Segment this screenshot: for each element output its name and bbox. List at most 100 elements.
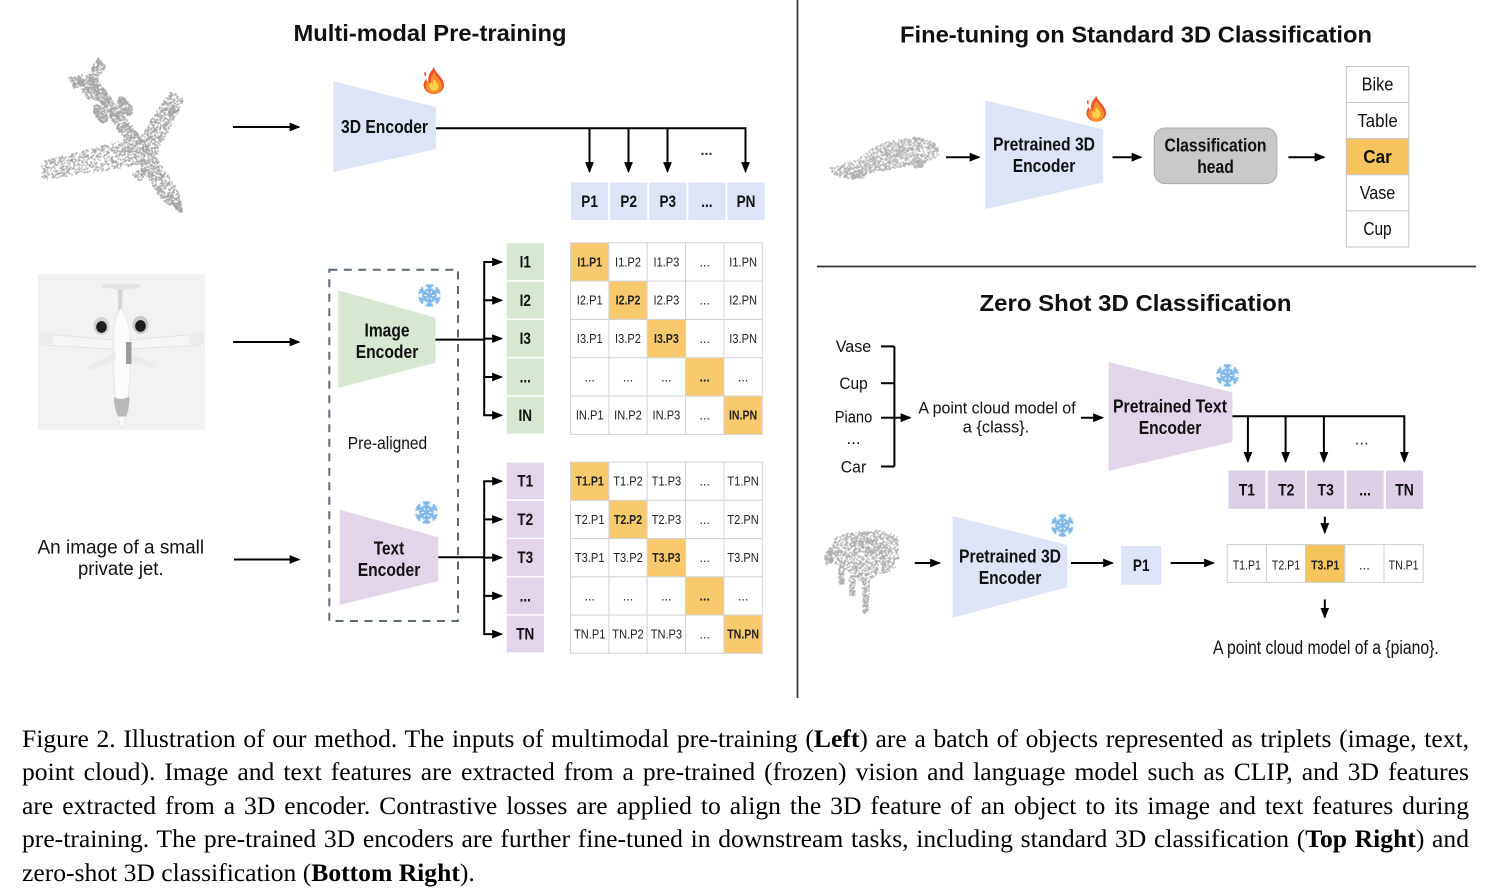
svg-text:3D Encoder: 3D Encoder — [341, 116, 428, 137]
svg-text:Multi-modal Pre-training: Multi-modal Pre-training — [294, 20, 567, 46]
svg-text:T3: T3 — [517, 549, 533, 567]
svg-text:T2.P3: T2.P3 — [652, 513, 682, 527]
svg-text:IN.P2: IN.P2 — [614, 409, 642, 423]
svg-text:Encoder: Encoder — [1139, 418, 1202, 438]
svg-text:...: ... — [701, 142, 713, 159]
svg-text:...: ... — [623, 589, 634, 603]
svg-text:...: ... — [520, 588, 531, 606]
svg-text:Vase: Vase — [836, 337, 872, 356]
svg-text:I2.P3: I2.P3 — [653, 294, 679, 308]
svg-text:Car: Car — [841, 457, 867, 476]
svg-text:T1.P3: T1.P3 — [652, 475, 682, 489]
svg-text:Bike: Bike — [1362, 75, 1394, 95]
svg-text:T2.PN: T2.PN — [727, 513, 758, 527]
svg-text:head: head — [1197, 157, 1234, 177]
svg-text:...: ... — [700, 589, 711, 603]
svg-text:...: ... — [700, 294, 711, 308]
svg-text:I1: I1 — [520, 254, 531, 272]
svg-text:I2: I2 — [520, 292, 531, 310]
svg-text:Vase: Vase — [1360, 183, 1396, 203]
svg-text:T3.P3: T3.P3 — [652, 551, 680, 565]
svg-text:...: ... — [700, 551, 711, 565]
svg-text:Fine-tuning on Standard 3D Cla: Fine-tuning on Standard 3D Classificatio… — [900, 22, 1372, 48]
svg-text:TN.P3: TN.P3 — [651, 628, 682, 642]
svg-text:Image: Image — [365, 320, 410, 340]
svg-text:...: ... — [701, 193, 712, 211]
svg-text:IN.PN: IN.PN — [729, 409, 757, 423]
svg-text:...: ... — [1355, 430, 1369, 449]
svg-text:...: ... — [846, 429, 860, 448]
svg-text:T3.P2: T3.P2 — [613, 551, 643, 565]
svg-text:T1.PN: T1.PN — [727, 475, 758, 489]
svg-text:TN.P1: TN.P1 — [574, 628, 605, 642]
svg-text:Encoder: Encoder — [1013, 156, 1076, 176]
svg-text:A point cloud model of: A point cloud model of — [918, 399, 1076, 418]
svg-text:I3: I3 — [520, 330, 531, 348]
svg-text:...: ... — [700, 513, 711, 527]
svg-text:PN: PN — [737, 193, 756, 211]
svg-text:T3.PN: T3.PN — [727, 551, 758, 565]
svg-text:I2.P2: I2.P2 — [616, 294, 641, 308]
svg-text:...: ... — [661, 370, 672, 384]
svg-text:...: ... — [1359, 481, 1371, 500]
svg-text:I3.P1: I3.P1 — [577, 332, 603, 346]
svg-text:...: ... — [738, 589, 749, 603]
svg-text:T2.P1: T2.P1 — [575, 513, 605, 527]
svg-text:...: ... — [700, 370, 711, 384]
svg-text:...: ... — [584, 589, 595, 603]
svg-text:T3.P1: T3.P1 — [1311, 557, 1339, 572]
svg-text:T2.P2: T2.P2 — [614, 513, 642, 527]
svg-text:TN.P1: TN.P1 — [1389, 557, 1419, 572]
svg-text:Encoder: Encoder — [356, 342, 419, 362]
svg-text:Classification: Classification — [1165, 135, 1267, 155]
svg-text:Car: Car — [1363, 147, 1392, 167]
svg-text:Cup: Cup — [1363, 219, 1391, 239]
svg-text:IN: IN — [519, 407, 533, 425]
svg-text:IN.P3: IN.P3 — [653, 409, 681, 423]
svg-text:...: ... — [700, 628, 711, 642]
svg-text:P3: P3 — [660, 193, 677, 211]
svg-text:Encoder: Encoder — [979, 568, 1042, 588]
svg-text:TN: TN — [516, 626, 534, 644]
svg-text:IN.P1: IN.P1 — [576, 409, 604, 423]
svg-text:T1: T1 — [1239, 481, 1255, 500]
svg-text:I2.P1: I2.P1 — [577, 294, 603, 308]
svg-text:I3.P3: I3.P3 — [654, 332, 679, 346]
svg-text:T1.P2: T1.P2 — [613, 475, 643, 489]
svg-text:TN: TN — [1395, 481, 1414, 500]
svg-text:An image of a small: An image of a small — [38, 537, 205, 559]
svg-text:T1.P1: T1.P1 — [576, 475, 604, 489]
svg-text:...: ... — [700, 255, 711, 269]
svg-text:Text: Text — [374, 538, 405, 558]
svg-text:I3.PN: I3.PN — [729, 332, 757, 346]
svg-text:I3.P2: I3.P2 — [615, 332, 641, 346]
svg-text:T1.P1: T1.P1 — [1233, 557, 1261, 572]
svg-text:T1: T1 — [517, 473, 533, 491]
svg-text:I1.P3: I1.P3 — [653, 255, 679, 269]
svg-text:I2.PN: I2.PN — [729, 294, 757, 308]
svg-text:Pretrained 3D: Pretrained 3D — [959, 546, 1061, 566]
svg-text:...: ... — [700, 409, 711, 423]
svg-text:Cup: Cup — [839, 374, 867, 393]
svg-text:...: ... — [623, 370, 634, 384]
svg-text:P1: P1 — [581, 193, 598, 211]
svg-text:...: ... — [661, 589, 672, 603]
svg-text:...: ... — [1359, 557, 1370, 572]
svg-text:Encoder: Encoder — [358, 560, 421, 580]
svg-text:Piano: Piano — [835, 408, 873, 427]
svg-text:Zero Shot 3D Classification: Zero Shot 3D Classification — [980, 290, 1292, 316]
svg-text:Pre-aligned: Pre-aligned — [348, 433, 427, 453]
svg-text:A point cloud model of a {pian: A point cloud model of a {piano}. — [1213, 638, 1439, 659]
svg-text:I1.PN: I1.PN — [729, 255, 757, 269]
svg-text:...: ... — [584, 370, 595, 384]
svg-text:...: ... — [520, 369, 531, 387]
svg-text:T2: T2 — [517, 511, 533, 529]
svg-text:TN.P2: TN.P2 — [612, 628, 643, 642]
svg-text:...: ... — [700, 475, 711, 489]
svg-text:T2: T2 — [1278, 481, 1294, 500]
svg-text:private jet.: private jet. — [78, 558, 164, 580]
svg-text:a {class}.: a {class}. — [963, 418, 1029, 437]
svg-text:Pretrained 3D: Pretrained 3D — [993, 134, 1095, 154]
svg-text:I1.P1: I1.P1 — [577, 255, 602, 269]
svg-text:T3: T3 — [1318, 481, 1334, 500]
